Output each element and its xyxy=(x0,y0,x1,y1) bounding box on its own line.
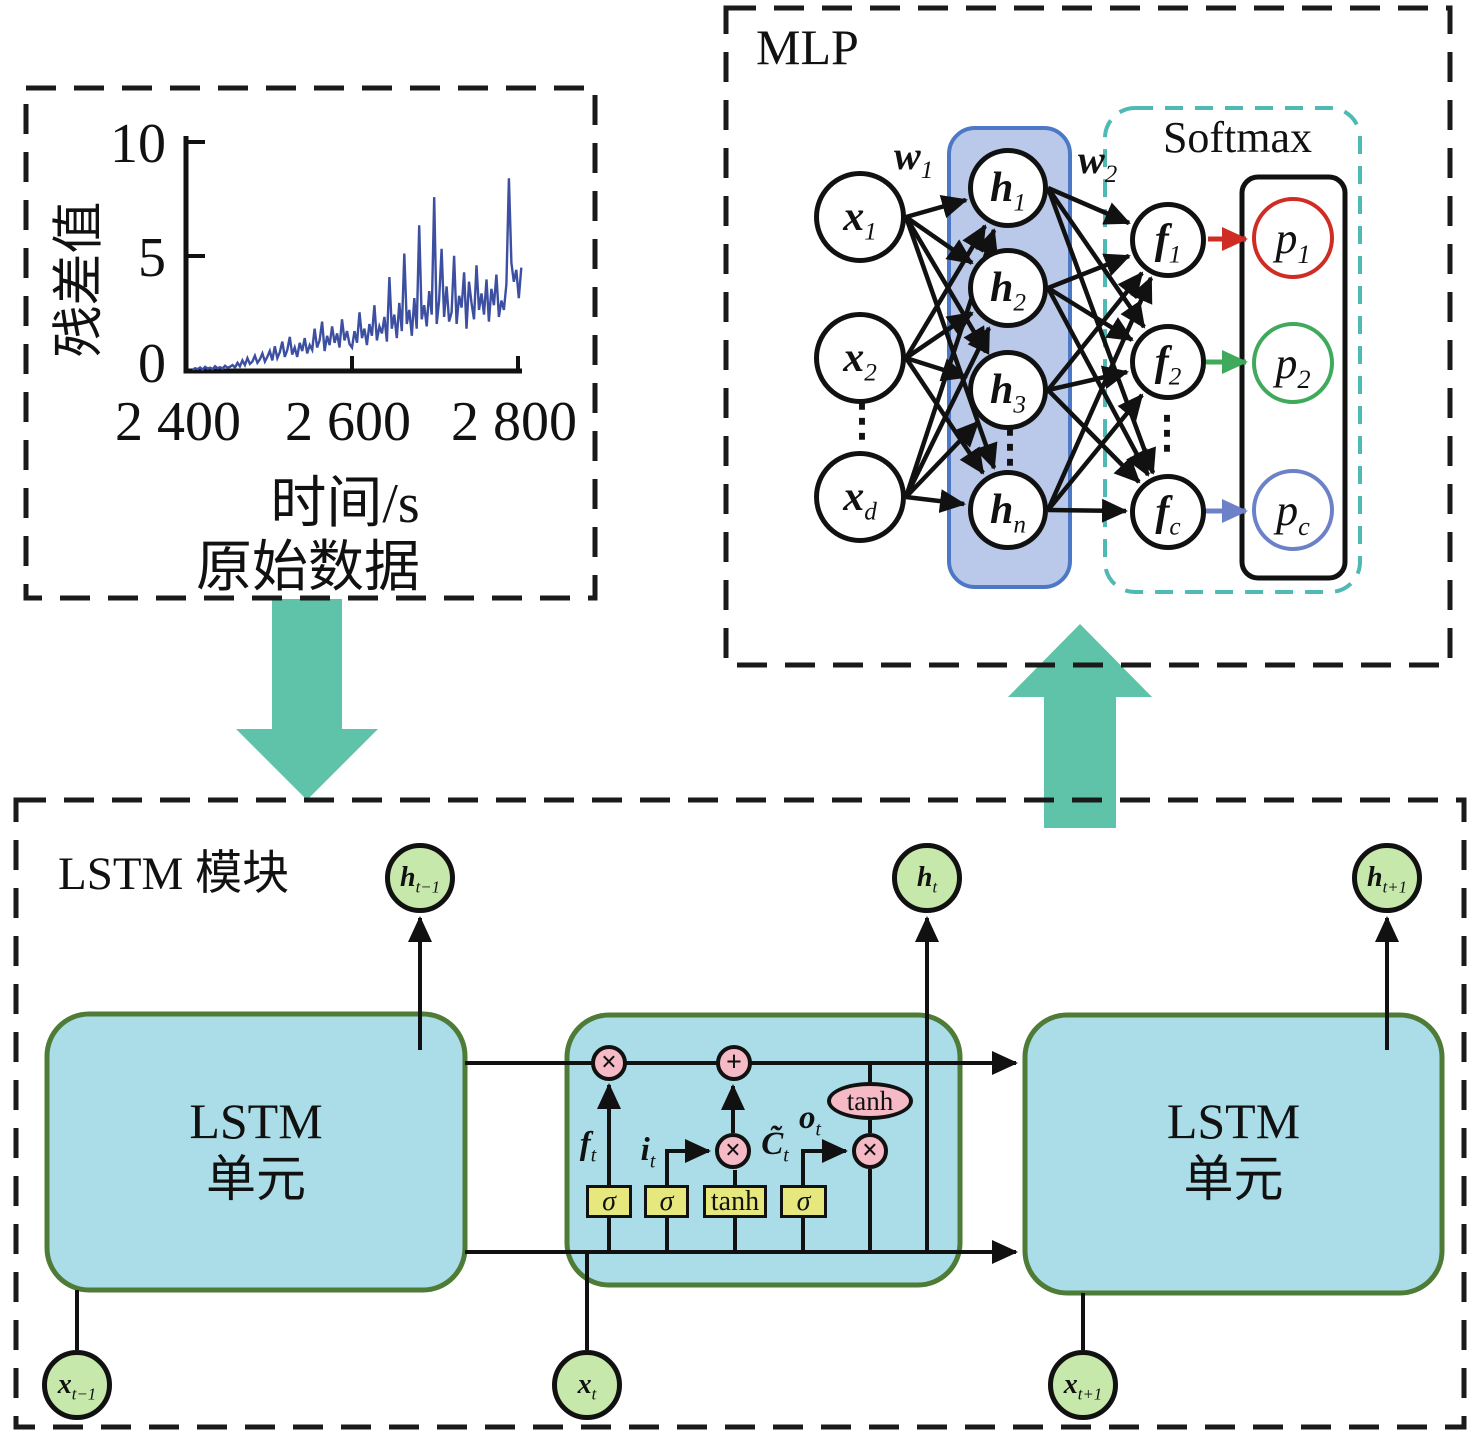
y-tick-10: 10 xyxy=(110,113,166,175)
softmax-arrows xyxy=(1204,227,1248,523)
x-tick-2800: 2 800 xyxy=(451,391,577,453)
mlp-output-node-f1: f1 xyxy=(1130,202,1206,278)
y-tick-5: 5 xyxy=(138,227,166,289)
mlp-input-ellipsis: ⋮ xyxy=(840,396,884,445)
mlp-input-node-xd: xd xyxy=(814,451,906,543)
x-tick-2600: 2 600 xyxy=(285,391,411,453)
forget-multiply-op: × xyxy=(591,1045,627,1081)
y-axis-label: 残差值 xyxy=(51,201,109,358)
lstm-h-next-node: ht+1 xyxy=(1352,843,1422,913)
lstm-h-t-node: ht xyxy=(892,843,962,913)
lstm-panel-box xyxy=(13,797,1467,1430)
lstm-x-t-node: xt xyxy=(552,1350,622,1420)
cell-tanh-ellipse: tanh xyxy=(827,1082,913,1120)
softmax-label: Softmax xyxy=(1162,113,1313,162)
lstm-cell-right-label: LSTM 单元 xyxy=(1166,1093,1301,1207)
lstm-cell-left xyxy=(44,1011,468,1293)
flow-arrow-up-icon xyxy=(1008,624,1152,828)
softmax-dashed-box xyxy=(1103,106,1362,594)
mlp-edges-hidden-output xyxy=(1045,185,1156,523)
w2-label: w2 xyxy=(1078,137,1118,188)
mlp-output-node-f2: f2 xyxy=(1130,324,1206,400)
mlp-title: MLP xyxy=(756,19,859,75)
mlp-hidden-node-hn: hn xyxy=(968,470,1048,550)
raw-data-caption: 原始数据 xyxy=(196,537,420,599)
mlp-hidden-node-h2: h2 xyxy=(968,248,1048,328)
mlp-output-node-fc: fc xyxy=(1130,474,1206,550)
cell-add-op: + xyxy=(716,1045,752,1081)
x-tick-2400: 2 400 xyxy=(115,391,241,453)
y-tick-0: 0 xyxy=(138,333,166,395)
input-multiply-op: × xyxy=(715,1133,751,1169)
x-axis-label: 时间/s xyxy=(270,473,420,535)
residual-line-series xyxy=(191,178,523,372)
lstm-wiring xyxy=(75,916,1399,1350)
lstm-title: LSTM 模块 xyxy=(58,848,290,900)
softmax-node-p2: p2 xyxy=(1252,322,1334,404)
w1-label: w1 xyxy=(894,133,934,184)
mlp-input-node-x1: x1 xyxy=(814,171,906,263)
lstm-cell-left-label: LSTM 单元 xyxy=(189,1093,323,1207)
mlp-input-node-x2: x2 xyxy=(814,312,906,404)
lstm-cell-right xyxy=(1022,1012,1445,1296)
mlp-hidden-ellipsis: ⋮ xyxy=(988,422,1032,471)
output-gate-label: ot xyxy=(799,1100,821,1141)
output-gate-sigma: σ xyxy=(780,1185,827,1218)
raw-data-panel-box xyxy=(23,85,598,601)
mlp-panel-box xyxy=(723,5,1453,668)
softmax-node-p1: p1 xyxy=(1252,197,1334,279)
mlp-hidden-node-h3: h3 xyxy=(968,350,1048,430)
forget-gate-sigma: σ xyxy=(586,1185,632,1218)
lstm-x-next-node: xt+1 xyxy=(1048,1350,1118,1420)
flow-arrow-down-icon xyxy=(236,599,378,800)
output-multiply-op: × xyxy=(852,1133,888,1169)
input-gate-label: it xyxy=(640,1132,656,1173)
candidate-label: C̃t xyxy=(761,1126,789,1167)
forget-gate-label: ft xyxy=(579,1126,597,1167)
candidate-tanh-gate: tanh xyxy=(703,1185,767,1218)
softmax-node-pc: pc xyxy=(1252,469,1334,551)
residual-chart xyxy=(183,136,523,374)
lstm-x-prev-node: xt−1 xyxy=(42,1350,112,1420)
mlp-hidden-node-h1: h1 xyxy=(968,148,1048,228)
input-gate-sigma: σ xyxy=(644,1185,689,1218)
mlp-edges-input-hidden xyxy=(903,194,998,514)
lstm-h-prev-node: ht−1 xyxy=(385,843,455,913)
mlp-output-ellipsis: ⋮ xyxy=(1145,408,1189,457)
